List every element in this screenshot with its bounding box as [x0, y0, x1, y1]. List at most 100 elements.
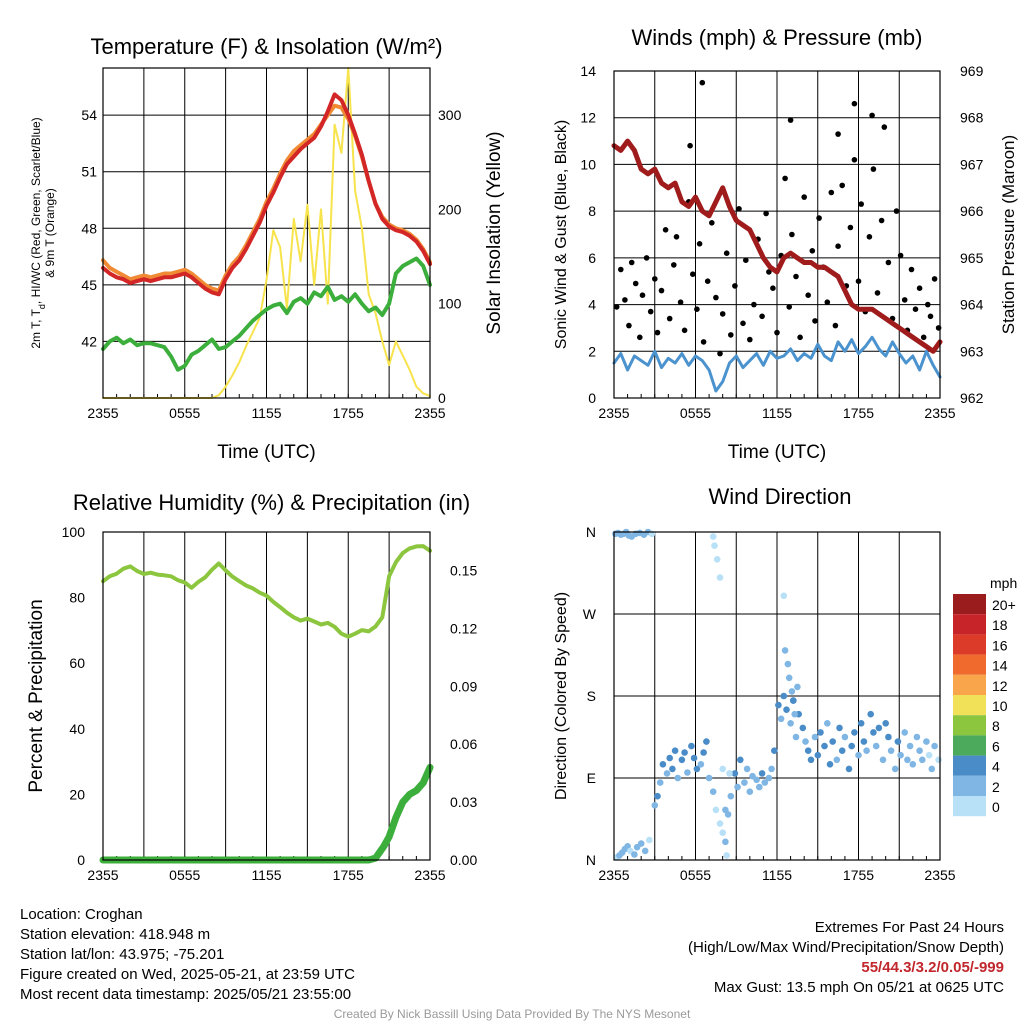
gust-point	[916, 285, 923, 292]
direction-point	[925, 751, 933, 759]
gust-point	[713, 294, 719, 301]
y2-tick-label: 100	[438, 296, 462, 312]
direction-point	[811, 733, 819, 741]
y-tick-label: 100	[62, 524, 86, 540]
y-tick-label: 0	[77, 852, 85, 868]
direction-point	[780, 692, 788, 700]
direction-point	[768, 765, 775, 773]
y-axis-label-line1-rest: , HI/WC (Red, Green, Scarlet/Blue)	[29, 117, 43, 304]
gust-point	[770, 285, 776, 292]
direction-point	[882, 720, 889, 727]
y2-axis-label: Station Pressure (Maroon)	[999, 135, 1018, 334]
direction-point	[684, 769, 691, 776]
direction-point	[723, 852, 730, 859]
direction-point	[719, 829, 726, 836]
legend-label: 8	[992, 718, 1000, 734]
legend-swatch	[953, 735, 986, 756]
chart-title: Temperature (F) & Insolation (W/m²)	[90, 34, 442, 59]
direction-point	[719, 765, 726, 773]
gust-point	[626, 322, 632, 329]
direction-point	[727, 792, 735, 800]
direction-point	[935, 756, 942, 764]
gust-point	[920, 334, 927, 341]
gust-point	[759, 313, 765, 320]
gust-point	[694, 306, 700, 313]
direction-point	[791, 710, 798, 718]
direction-point	[646, 836, 653, 844]
gust-point	[793, 273, 799, 280]
gust-point	[751, 301, 757, 308]
legend-label: 20+	[992, 597, 1016, 613]
gust-point	[687, 142, 693, 149]
direction-point	[875, 724, 883, 732]
legend-swatch	[953, 755, 986, 776]
gust-point	[901, 297, 908, 303]
extremes-subtitle: (High/Low/Max Wind/Precipitation/Snow De…	[688, 939, 1004, 956]
y2-tick-label: 200	[438, 201, 462, 217]
x-tick-label: 2355	[87, 867, 118, 883]
direction-point	[919, 756, 926, 764]
direction-point	[703, 738, 710, 745]
gust-point	[618, 266, 624, 273]
y-tick-label: 4	[588, 297, 596, 313]
direction-point	[851, 729, 858, 736]
direction-point	[656, 779, 664, 786]
direction-point	[870, 729, 877, 736]
gust-point	[732, 283, 738, 289]
y-tick-label: 51	[81, 164, 97, 180]
gust-point	[763, 210, 769, 217]
panel-temperature: 2355 0555 1155 1755 2355 42 45 48 51 54 0 100 200 300…	[29, 34, 505, 463]
direction-point	[641, 847, 649, 855]
y2-tick-label: 0	[438, 390, 446, 406]
gust-point	[839, 182, 845, 189]
direction-point	[654, 792, 661, 800]
gust-point	[787, 117, 794, 123]
direction-point	[731, 770, 739, 777]
y-tick-label: 8	[588, 203, 596, 219]
direction-point	[824, 720, 831, 727]
direction-point	[821, 742, 828, 750]
x-tick-label: 2355	[598, 405, 629, 421]
direction-point	[855, 751, 862, 759]
legend-label: 6	[992, 738, 1000, 754]
direction-point	[690, 754, 698, 762]
gust-point	[699, 79, 706, 86]
gust-point	[869, 112, 875, 119]
x-tick-label: 2355	[924, 405, 955, 421]
direction-point	[674, 774, 682, 782]
direction-point	[838, 747, 846, 754]
plot-border	[102, 67, 431, 399]
gust-point	[717, 350, 723, 357]
direction-point	[863, 747, 870, 754]
gust-point	[743, 257, 749, 264]
direction-point	[651, 802, 659, 809]
gust-point	[658, 287, 665, 294]
y-tick-label: N	[586, 524, 596, 540]
gust-point	[786, 304, 792, 310]
y-axis-label-line2: & 9m T (Orange)	[43, 188, 57, 278]
gust-point	[855, 278, 862, 285]
y2-tick-label: 0.09	[450, 678, 477, 694]
legend-swatch	[953, 614, 986, 635]
y2-tick-label: 0.15	[450, 563, 477, 579]
location-text: Location: Croghan	[20, 906, 143, 923]
y-tick-label: 12	[580, 110, 596, 126]
direction-point	[713, 556, 721, 563]
direction-point	[777, 715, 785, 723]
direction-point	[681, 749, 688, 756]
legend-label: 14	[992, 658, 1008, 674]
gust-point	[858, 201, 864, 207]
direction-point	[761, 779, 769, 786]
y2-tick-label: 965	[960, 250, 984, 266]
gust-point	[927, 313, 934, 320]
gust-point	[774, 329, 780, 336]
legend-label: 4	[992, 759, 1000, 775]
gust-point	[647, 308, 654, 315]
direction-point	[671, 747, 679, 754]
gust-point	[782, 175, 788, 182]
x-tick-label: 1755	[843, 405, 874, 421]
direction-point	[829, 738, 836, 745]
direction-point	[666, 754, 673, 762]
gust-point	[677, 299, 684, 306]
x-tick-label: 1155	[762, 405, 792, 421]
